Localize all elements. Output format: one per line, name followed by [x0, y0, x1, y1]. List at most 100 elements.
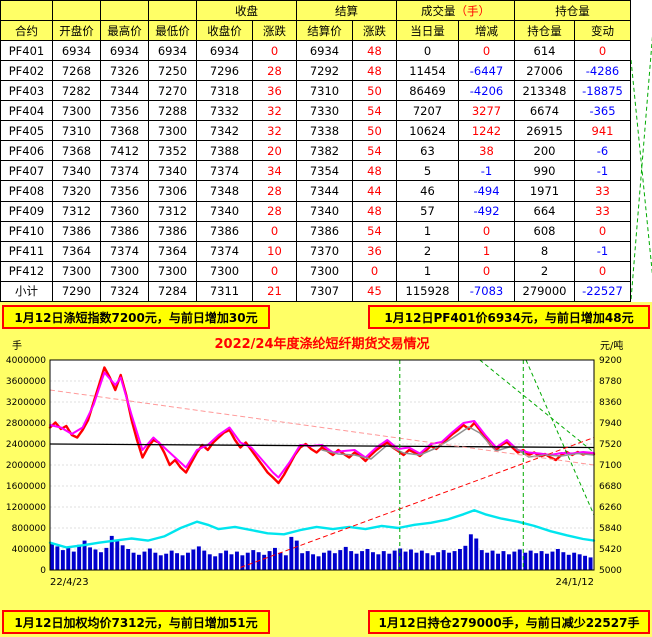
value-cell[interactable]: -1 — [574, 240, 631, 262]
value-cell[interactable]: 7288 — [148, 100, 197, 122]
value-cell[interactable]: 7340 — [296, 200, 353, 222]
value-cell[interactable]: 7300 — [148, 260, 197, 282]
value-cell[interactable]: 7292 — [296, 60, 353, 82]
value-cell[interactable]: 7300 — [148, 120, 197, 142]
value-cell[interactable]: 7340 — [52, 160, 101, 182]
contract-cell[interactable]: PF410 — [0, 220, 53, 242]
value-cell[interactable]: 608 — [514, 220, 575, 242]
blank-cell[interactable] — [148, 0, 197, 21]
value-cell[interactable]: 28 — [252, 180, 297, 202]
value-cell[interactable]: 8 — [514, 240, 575, 262]
value-cell[interactable]: 7374 — [100, 160, 149, 182]
value-cell[interactable]: 7364 — [52, 240, 101, 262]
value-cell[interactable]: 1 — [396, 260, 459, 282]
value-cell[interactable]: 48 — [352, 60, 397, 82]
group-header-close[interactable]: 收盘 — [196, 0, 297, 21]
value-cell[interactable]: 32 — [252, 120, 297, 142]
value-cell[interactable]: 7386 — [52, 220, 101, 242]
value-cell[interactable]: -6 — [574, 140, 631, 162]
value-cell[interactable]: 1 — [458, 240, 515, 262]
value-cell[interactable]: 0 — [458, 220, 515, 242]
value-cell[interactable]: 10624 — [396, 120, 459, 142]
value-cell[interactable]: 38 — [458, 140, 515, 162]
group-header-volume[interactable]: 成交量（手） — [396, 0, 515, 21]
value-cell[interactable]: 7296 — [196, 60, 253, 82]
value-cell[interactable]: 7364 — [148, 240, 197, 262]
value-cell[interactable]: 1 — [396, 220, 459, 242]
value-cell[interactable]: 7300 — [52, 100, 101, 122]
value-cell[interactable]: 7388 — [196, 140, 253, 162]
value-cell[interactable]: -365 — [574, 100, 631, 122]
value-cell[interactable]: 7342 — [196, 120, 253, 142]
value-cell[interactable]: 50 — [352, 120, 397, 142]
group-header-oi[interactable]: 持仓量 — [514, 0, 631, 21]
value-cell[interactable]: 7320 — [52, 180, 101, 202]
value-cell[interactable]: 7360 — [100, 200, 149, 222]
col-header-high[interactable]: 最高价 — [100, 20, 149, 41]
value-cell[interactable]: -492 — [458, 200, 515, 222]
value-cell[interactable]: 213348 — [514, 80, 575, 102]
contract-cell[interactable]: PF404 — [0, 100, 53, 122]
value-cell[interactable]: 46 — [396, 180, 459, 202]
value-cell[interactable]: 11454 — [396, 60, 459, 82]
value-cell[interactable]: 86469 — [396, 80, 459, 102]
value-cell[interactable]: 7207 — [396, 100, 459, 122]
value-cell[interactable]: 27006 — [514, 60, 575, 82]
contract-cell[interactable]: PF406 — [0, 140, 53, 162]
value-cell[interactable]: 6934 — [52, 39, 101, 62]
contract-cell[interactable]: PF411 — [0, 240, 53, 262]
value-cell[interactable]: 7348 — [196, 180, 253, 202]
value-cell[interactable]: 7326 — [100, 60, 149, 82]
value-cell[interactable]: 2 — [396, 240, 459, 262]
value-cell[interactable]: -4206 — [458, 80, 515, 102]
value-cell[interactable]: 7312 — [148, 200, 197, 222]
value-cell[interactable]: 7250 — [148, 60, 197, 82]
col-header-open[interactable]: 开盘价 — [52, 20, 101, 41]
value-cell[interactable]: -1 — [574, 160, 631, 182]
value-cell[interactable]: 1971 — [514, 180, 575, 202]
value-cell[interactable]: 664 — [514, 200, 575, 222]
value-cell[interactable]: 54 — [352, 100, 397, 122]
value-cell[interactable]: 7330 — [296, 100, 353, 122]
value-cell[interactable]: 7270 — [148, 80, 197, 102]
value-cell[interactable]: -22527 — [574, 280, 631, 303]
value-cell[interactable]: 7300 — [196, 260, 253, 282]
group-header-settle[interactable]: 结算 — [296, 0, 397, 21]
value-cell[interactable]: 7282 — [52, 80, 101, 102]
value-cell[interactable]: 115928 — [396, 280, 459, 303]
col-header-settle-change[interactable]: 涨跌 — [352, 20, 397, 41]
value-cell[interactable]: 20 — [252, 140, 297, 162]
value-cell[interactable]: 7374 — [196, 160, 253, 182]
value-cell[interactable]: 279000 — [514, 280, 575, 303]
value-cell[interactable]: 0 — [396, 39, 459, 62]
value-cell[interactable]: 614 — [514, 39, 575, 62]
value-cell[interactable]: 7300 — [100, 260, 149, 282]
value-cell[interactable]: 941 — [574, 120, 631, 142]
value-cell[interactable]: 32 — [252, 100, 297, 122]
contract-cell[interactable]: PF408 — [0, 180, 53, 202]
blank-cell[interactable] — [0, 0, 53, 21]
value-cell[interactable]: 34 — [252, 160, 297, 182]
value-cell[interactable]: 7386 — [148, 220, 197, 242]
value-cell[interactable]: 7290 — [52, 280, 101, 303]
value-cell[interactable]: 21 — [252, 280, 297, 303]
value-cell[interactable]: 7300 — [52, 260, 101, 282]
value-cell[interactable]: 36 — [252, 80, 297, 102]
blank-cell[interactable] — [52, 0, 101, 21]
col-header-day-volume[interactable]: 当日量 — [396, 20, 459, 41]
value-cell[interactable]: 26915 — [514, 120, 575, 142]
value-cell[interactable]: 0 — [458, 260, 515, 282]
value-cell[interactable]: -494 — [458, 180, 515, 202]
value-cell[interactable]: 6934 — [148, 39, 197, 62]
value-cell[interactable]: 33 — [574, 200, 631, 222]
value-cell[interactable]: 57 — [396, 200, 459, 222]
value-cell[interactable]: 7382 — [296, 140, 353, 162]
value-cell[interactable]: 7332 — [196, 100, 253, 122]
value-cell[interactable]: 6934 — [100, 39, 149, 62]
value-cell[interactable]: 7386 — [100, 220, 149, 242]
value-cell[interactable]: 6674 — [514, 100, 575, 122]
value-cell[interactable]: 7352 — [148, 140, 197, 162]
value-cell[interactable]: -4286 — [574, 60, 631, 82]
value-cell[interactable]: 48 — [352, 160, 397, 182]
col-header-oi-change[interactable]: 变动 — [574, 20, 631, 41]
